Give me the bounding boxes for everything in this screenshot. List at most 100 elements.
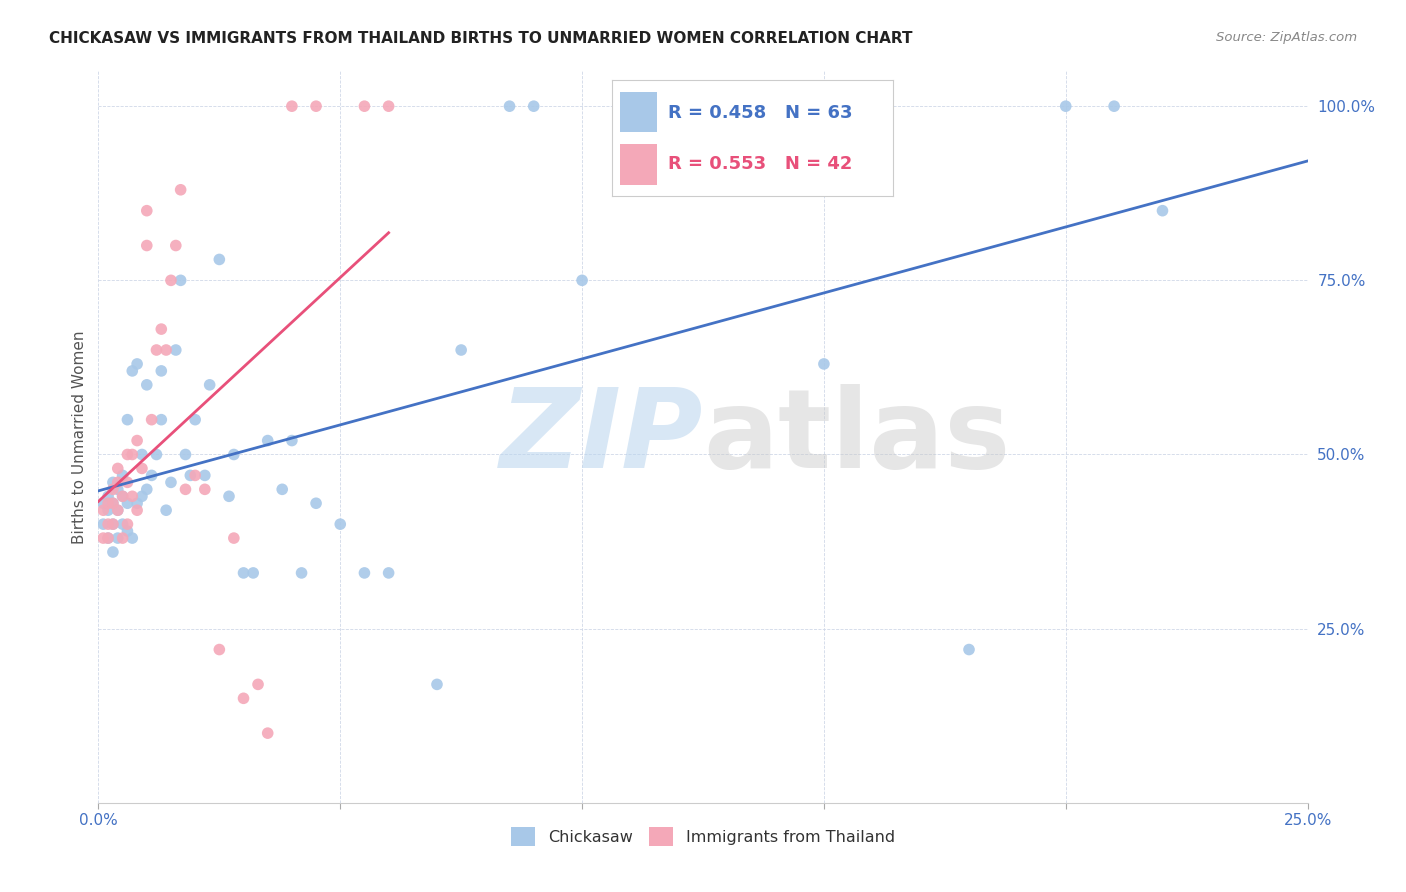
Point (247, 677, 270, 691)
Point (97, 531, 120, 545)
Point (107, 475, 129, 490)
Bar (620, 92, 657, 132)
Point (1054, 99, 1077, 113)
Point (97, 489, 120, 503)
Point (232, 566, 254, 580)
Point (169, 183, 191, 197)
Point (813, 357, 835, 371)
Point (121, 531, 143, 545)
Point (150, 364, 173, 378)
Text: Source: ZipAtlas.com: Source: ZipAtlas.com (1216, 31, 1357, 45)
Point (111, 468, 134, 483)
Point (353, 99, 375, 113)
Text: R = 0.553   N = 42: R = 0.553 N = 42 (668, 155, 852, 173)
Point (131, 448, 153, 462)
Text: CHICKASAW VS IMMIGRANTS FROM THAILAND BIRTHS TO UNMARRIED WOMEN CORRELATION CHAR: CHICKASAW VS IMMIGRANTS FROM THAILAND BI… (49, 31, 912, 46)
Point (271, 483, 294, 497)
Text: ZIP: ZIP (499, 384, 703, 491)
Point (141, 412, 163, 426)
Point (957, 642, 980, 657)
Text: atlas: atlas (703, 384, 1011, 491)
Point (165, 238, 187, 252)
Point (256, 434, 278, 448)
Point (111, 489, 134, 503)
Point (1102, 99, 1125, 113)
Point (101, 517, 124, 532)
Point (117, 448, 139, 462)
Point (208, 252, 231, 267)
Point (155, 503, 177, 517)
Point (150, 322, 173, 336)
Point (111, 489, 134, 503)
Point (111, 531, 134, 545)
Point (174, 483, 197, 497)
Point (107, 531, 129, 545)
Bar (620, 144, 657, 185)
Point (498, 99, 520, 113)
Point (571, 273, 593, 287)
Point (169, 273, 191, 287)
Point (107, 503, 129, 517)
Point (101, 545, 124, 559)
Point (91, 496, 114, 510)
Point (135, 203, 157, 218)
Point (184, 468, 207, 483)
Point (222, 448, 245, 462)
Point (131, 461, 153, 475)
Point (290, 566, 312, 580)
Point (127, 496, 149, 510)
Point (101, 496, 124, 510)
Legend: Chickasaw, Immigrants from Thailand: Chickasaw, Immigrants from Thailand (512, 827, 894, 846)
Point (174, 448, 197, 462)
Point (1152, 203, 1174, 218)
Point (194, 483, 217, 497)
Point (450, 343, 472, 357)
Point (97, 531, 120, 545)
Point (353, 566, 375, 580)
Point (426, 677, 449, 691)
Point (127, 357, 149, 371)
Point (121, 364, 143, 378)
Point (101, 483, 124, 497)
Point (232, 691, 254, 706)
Point (117, 412, 139, 426)
Point (117, 496, 139, 510)
Point (131, 489, 153, 503)
Point (91, 503, 114, 517)
Point (281, 99, 304, 113)
Point (107, 503, 129, 517)
Point (101, 496, 124, 510)
Point (91, 517, 114, 532)
Point (101, 475, 124, 490)
Point (222, 531, 245, 545)
Point (117, 475, 139, 490)
Text: R = 0.458   N = 63: R = 0.458 N = 63 (668, 103, 852, 121)
Point (668, 99, 690, 113)
Point (523, 99, 546, 113)
Y-axis label: Births to Unmarried Women: Births to Unmarried Women (72, 330, 87, 544)
Point (198, 377, 221, 392)
Point (218, 489, 240, 503)
Point (305, 496, 328, 510)
Point (121, 448, 143, 462)
Point (135, 377, 157, 392)
Point (242, 566, 264, 580)
Point (111, 517, 134, 532)
Point (127, 503, 149, 517)
Point (107, 461, 129, 475)
Point (256, 726, 278, 740)
Point (377, 566, 399, 580)
Point (121, 489, 143, 503)
Point (160, 273, 183, 287)
Point (145, 448, 167, 462)
Point (281, 434, 304, 448)
Point (305, 99, 328, 113)
Point (377, 99, 399, 113)
Point (141, 468, 163, 483)
Point (165, 343, 187, 357)
Point (97, 496, 120, 510)
Point (194, 468, 217, 483)
Point (117, 517, 139, 532)
Point (135, 483, 157, 497)
Point (97, 503, 120, 517)
